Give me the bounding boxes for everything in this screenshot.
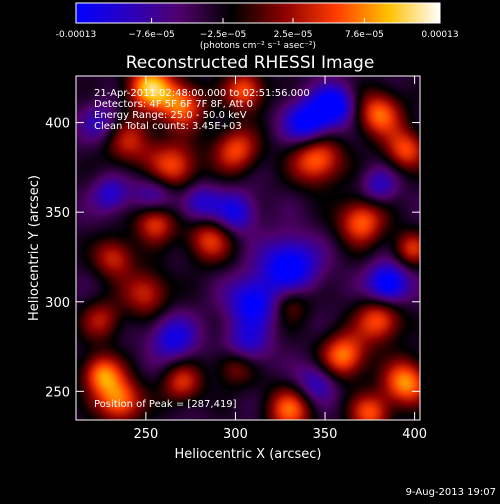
x-tick-label: 250 bbox=[133, 427, 158, 442]
y-tick-label: 300 bbox=[45, 296, 70, 311]
colorbar-ticks: -0.00013 −7.6e−05 −2.5e−05 2.5e−05 7.6e−05 0.… bbox=[56, 18, 459, 40]
colorbar-tick-label: 0.00013 bbox=[421, 30, 458, 40]
x-axis-label: Heliocentric X (arcsec) bbox=[175, 447, 322, 462]
x-tick-label: 400 bbox=[402, 427, 427, 442]
colorbar: -0.00013 −7.6e−05 −2.5e−05 2.5e−05 7.6e−05 0.… bbox=[56, 2, 459, 51]
heatmap-image bbox=[76, 76, 420, 420]
plot-frame bbox=[75, 75, 421, 421]
colorbar-tick-label: -0.00013 bbox=[56, 30, 96, 40]
date-stamp: 9-Aug-2013 19:07 bbox=[406, 487, 496, 498]
annotation-peak: Position of Peak = [287,419] bbox=[94, 399, 237, 410]
x-tick-label: 300 bbox=[223, 427, 248, 442]
colorbar-tick-label: 2.5e−05 bbox=[274, 30, 313, 40]
image-container bbox=[76, 76, 420, 420]
y-tick-label: 350 bbox=[45, 206, 70, 221]
annotation-detectors: Detectors: 4F 5F 6F 7F 8F, Att 0 bbox=[94, 99, 253, 110]
colorbar-tick-label: −7.6e−05 bbox=[128, 30, 174, 40]
chart-title: Reconstructed RHESSI Image bbox=[126, 53, 375, 73]
y-axis-label: Heliocentric Y (arcsec) bbox=[27, 175, 42, 321]
colorbar-unit-label: (photons cm⁻² s⁻¹ asec⁻²) bbox=[200, 41, 316, 51]
y-tick-label: 250 bbox=[45, 385, 70, 400]
y-tick-label: 400 bbox=[45, 117, 70, 132]
annotation-energy-range: Energy Range: 25.0 - 50.0 keV bbox=[94, 110, 247, 121]
x-tick-label: 350 bbox=[313, 427, 338, 442]
annotation-time-range: 21-Apr-2011 02:48:00.000 to 02:51:56.000 bbox=[94, 88, 310, 99]
colorbar-tick-label: 7.6e−05 bbox=[345, 30, 384, 40]
annotation-method: Clean Total counts: 3.45E+03 bbox=[94, 121, 242, 132]
y-axis-ticks: 250 300 350 400 bbox=[45, 117, 420, 400]
colorbar-bar bbox=[75, 2, 441, 24]
colorbar-tick-label: −2.5e−05 bbox=[200, 30, 246, 40]
x-axis-ticks: 250 300 350 400 bbox=[133, 76, 427, 442]
